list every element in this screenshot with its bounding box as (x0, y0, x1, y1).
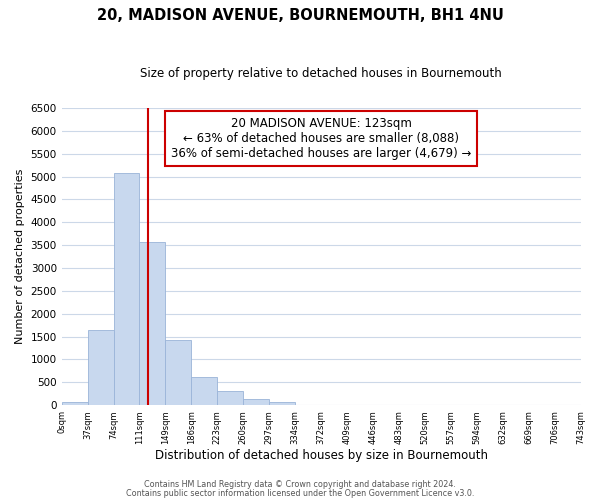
Y-axis label: Number of detached properties: Number of detached properties (15, 169, 25, 344)
Bar (62, 402, 88, 405)
Text: Contains HM Land Registry data © Crown copyright and database right 2024.: Contains HM Land Registry data © Crown c… (144, 480, 456, 489)
X-axis label: Distribution of detached houses by size in Bournemouth: Distribution of detached houses by size … (155, 450, 488, 462)
Bar (191, 378, 217, 405)
Bar (269, 402, 295, 405)
Text: 20 MADISON AVENUE: 123sqm
← 63% of detached houses are smaller (8,088)
36% of se: 20 MADISON AVENUE: 123sqm ← 63% of detac… (171, 117, 471, 160)
Text: Contains public sector information licensed under the Open Government Licence v3: Contains public sector information licen… (126, 488, 474, 498)
Bar (113, 173, 139, 405)
Text: 20, MADISON AVENUE, BOURNEMOUTH, BH1 4NU: 20, MADISON AVENUE, BOURNEMOUTH, BH1 4NU (97, 8, 503, 22)
Bar (217, 392, 243, 405)
Bar (139, 242, 166, 405)
Bar (88, 330, 113, 405)
Bar (243, 398, 269, 405)
Title: Size of property relative to detached houses in Bournemouth: Size of property relative to detached ho… (140, 68, 502, 80)
Bar (166, 340, 191, 405)
